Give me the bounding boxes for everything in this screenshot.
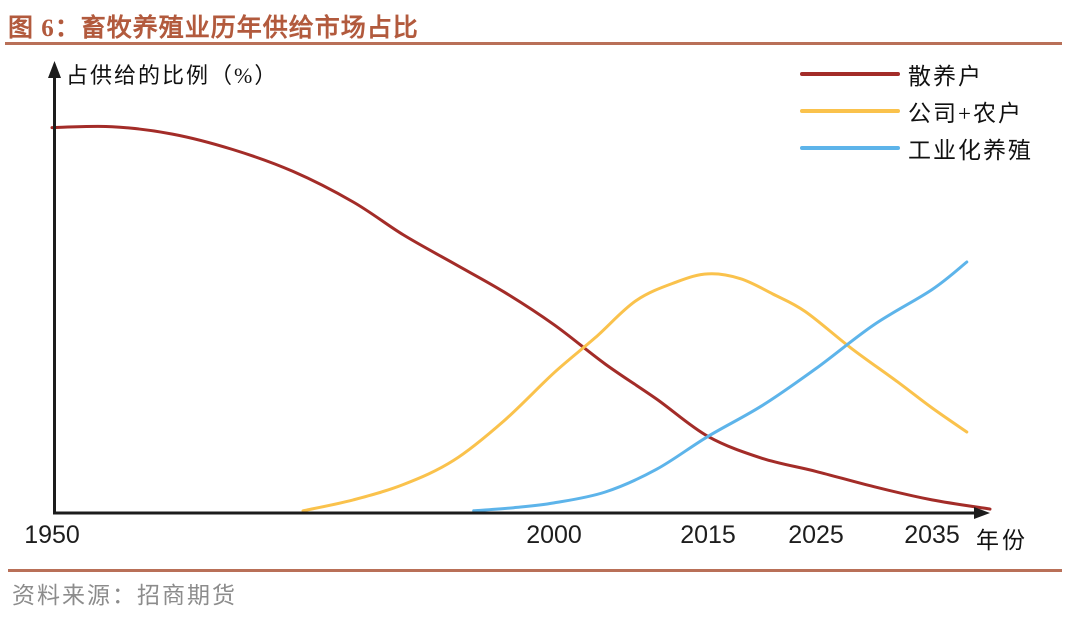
x-axis-arrow-icon (974, 507, 990, 519)
series-line-2 (472, 260, 969, 513)
x-axis-title: 年份 (976, 528, 1028, 553)
figure-title: 图 6：畜牧养殖业历年供给市场占比 (8, 15, 419, 42)
series-line-1 (301, 272, 969, 513)
title-rule (5, 42, 1062, 45)
y-axis-label: 占供给的比例（%） (66, 63, 279, 88)
footer-rule (8, 569, 1062, 572)
legend-item: 公司+农户 (800, 99, 1023, 126)
x-tick: 1950 (24, 521, 80, 549)
x-tick: 2035 (904, 521, 960, 549)
x-tick: 2015 (680, 521, 736, 549)
series-group (50, 124, 992, 513)
source-note: 资料来源：招商期货 (12, 583, 237, 608)
legend-item: 散养户 (800, 62, 983, 89)
series-line-0 (50, 124, 992, 511)
legend-item: 工业化养殖 (800, 136, 1033, 163)
legend-label: 工业化养殖 (908, 138, 1033, 163)
legend-label: 散养户 (908, 64, 983, 89)
x-tick: 2000 (526, 521, 582, 549)
x-tick: 2025 (788, 521, 844, 549)
legend-label: 公司+农户 (908, 101, 1023, 126)
y-axis-arrow-icon (48, 61, 61, 78)
legend-swatch-0 (800, 72, 900, 76)
legend-swatch-1 (800, 109, 900, 113)
legend-swatch-2 (800, 146, 900, 150)
